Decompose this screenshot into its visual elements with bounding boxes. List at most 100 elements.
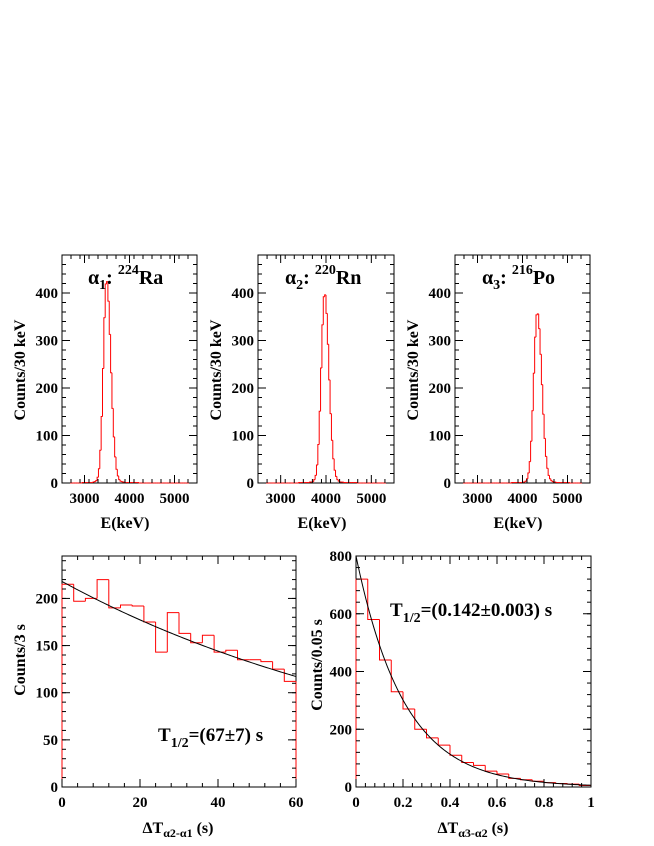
histogram-bin: [524, 480, 527, 483]
histogram-bin: [322, 296, 325, 325]
y-axis-label: Counts/0.05 s: [309, 619, 326, 711]
half-life-annotation: T1/2=(0.142±0.003) s: [390, 600, 552, 626]
x-tick-label: 0: [58, 795, 66, 811]
x-tick-label: 60: [289, 795, 304, 811]
histogram-bin: [426, 729, 439, 739]
histogram-bin: [336, 476, 339, 481]
x-tick-label: 3000: [70, 491, 100, 507]
histogram-bin: [114, 436, 116, 458]
histogram-bin: [379, 619, 392, 661]
histogram-bin: [116, 469, 119, 477]
y-tick-label: 300: [429, 334, 452, 350]
x-tick-label: 0: [352, 795, 360, 811]
histogram-bin: [551, 480, 554, 483]
histogram-bin: [213, 635, 226, 653]
histogram-bin: [535, 314, 538, 338]
plot-frame: [257, 254, 395, 484]
histogram-bin: [543, 414, 546, 439]
histogram-bin: [108, 301, 111, 335]
histogram-bin: [131, 605, 144, 607]
histogram-bin: [473, 762, 486, 766]
histogram-bin: [325, 294, 328, 314]
panel-title: α3: 216Po: [482, 263, 555, 293]
y-tick-label: 200: [429, 381, 452, 397]
y-tick-label: 300: [232, 334, 255, 350]
x-tick-label: 0.8: [535, 795, 554, 811]
histogram-bin: [538, 313, 541, 330]
x-tick-label: 0.4: [441, 795, 460, 811]
y-tick-label: 0: [51, 780, 59, 796]
histogram-bin: [328, 344, 331, 381]
y-tick-label: 300: [36, 334, 59, 350]
histogram-bin: [402, 691, 415, 710]
histogram-bin: [166, 612, 179, 653]
y-tick-label: 400: [330, 665, 353, 681]
histogram-bin: [528, 461, 531, 474]
histogram-bin: [317, 444, 320, 465]
histogram-bin: [112, 408, 115, 438]
y-axis-label: Counts/30 keV: [208, 319, 225, 420]
x-axis-label: ΔTα3-α2 (s): [438, 820, 509, 840]
y-tick-label: 400: [232, 286, 255, 302]
y-tick-label: 100: [36, 686, 59, 702]
x-tick-label: 4000: [115, 491, 145, 507]
histogram-bin: [437, 737, 450, 746]
histogram-bin: [100, 416, 103, 451]
y-tick-label: 800: [330, 549, 353, 565]
y-tick-label: 200: [232, 381, 255, 397]
y-tick-label: 100: [36, 429, 59, 445]
x-tick-label: 20: [133, 795, 148, 811]
y-tick-label: 100: [232, 429, 255, 445]
histogram-bin: [118, 475, 121, 481]
histogram-bin: [547, 468, 550, 476]
panel-alpha1: 3000 4000 5000 0 100 200 300 400 α1: 224Ra E(ke…: [12, 254, 198, 532]
x-tick-label: 4000: [311, 491, 341, 507]
y-tick-label: 200: [36, 381, 59, 397]
histogram-bin: [225, 649, 238, 653]
panel-dt21: 0 20 40 60 0 50 100 150 200 T1/2=(67±7) s ΔTα2-α…: [12, 555, 304, 840]
histogram-bin: [178, 612, 191, 634]
y-tick-label: 0: [444, 476, 452, 492]
x-axis-label: ΔTα2-α1 (s): [143, 820, 214, 840]
x-tick-label: 4000: [508, 491, 538, 507]
x-axis-label: E(keV): [298, 515, 347, 532]
histogram-bin: [321, 324, 324, 369]
fit-curve: [355, 555, 592, 786]
y-axis-label: Counts/3 s: [12, 624, 29, 696]
histogram-bin: [549, 475, 551, 480]
histogram-bin: [532, 372, 535, 411]
histogram-bin: [544, 438, 547, 457]
histogram-bin: [318, 410, 321, 445]
histogram-bin: [367, 579, 380, 621]
histogram-bin: [95, 480, 98, 482]
panel-alpha2: 3000 4000 5000 0 100 200 300 400 α2: 220Rn E(ke…: [208, 254, 395, 532]
x-tick-label: 5000: [356, 491, 386, 507]
histogram-bin: [272, 661, 285, 670]
histogram-bin: [111, 372, 114, 409]
y-tick-label: 400: [429, 286, 452, 302]
x-tick-label: 1: [587, 795, 595, 811]
histogram-bin: [103, 317, 106, 369]
histogram-bin: [531, 410, 534, 442]
fit-curve: [61, 581, 297, 677]
x-tick-label: 0.2: [394, 795, 413, 811]
y-tick-label: 400: [36, 286, 59, 302]
histogram-bin: [539, 328, 542, 355]
panel-title: α1: 224Ra: [88, 263, 163, 293]
x-tick-label: 0.6: [488, 795, 507, 811]
histogram-bin: [326, 313, 329, 345]
histogram-bin: [390, 659, 403, 693]
y-axis-label: Counts/30 keV: [405, 319, 422, 420]
histogram-bin: [110, 334, 112, 374]
panel-dt32: 0 0.2 0.4 0.6 0.8 1 0 200 400 600 800 T1/2=(0.142±…: [309, 549, 595, 840]
x-tick-label: 3000: [266, 491, 296, 507]
histogram-bin: [143, 605, 156, 623]
histogram-bin: [155, 622, 168, 653]
histogram-bin: [119, 479, 122, 482]
histogram-bin: [542, 384, 545, 415]
histogram-bin: [190, 633, 203, 644]
panel-alpha3: 3000 4000 5000 0 100 200 300 400 α3: 216Po E(ke…: [405, 254, 591, 532]
histogram-bin: [461, 755, 474, 763]
histogram-bin: [329, 379, 332, 415]
